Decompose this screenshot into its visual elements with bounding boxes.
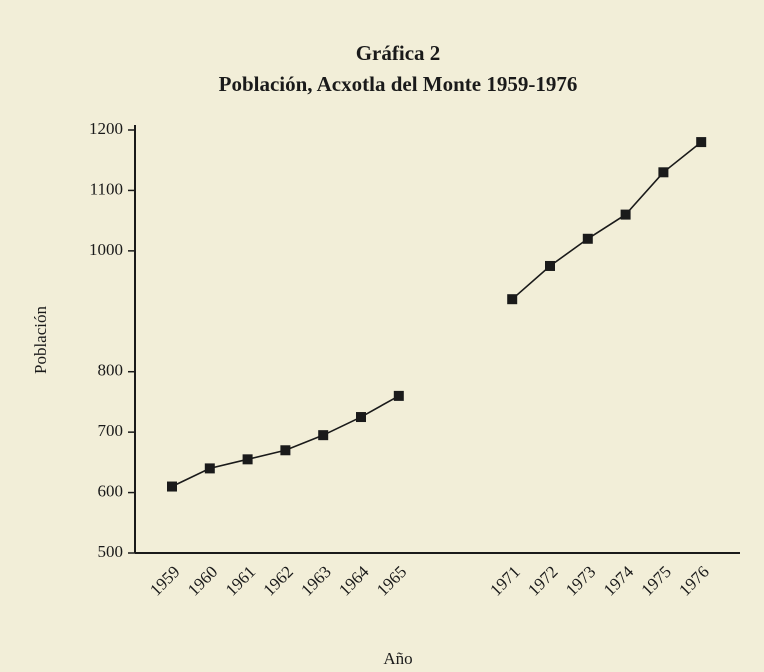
chart-title: Gráfica 2 bbox=[356, 41, 441, 65]
marker bbox=[242, 454, 253, 465]
marker bbox=[393, 390, 404, 401]
y-tick-label: 800 bbox=[98, 361, 124, 380]
y-axis-label: Población bbox=[31, 306, 50, 374]
y-tick-label: 1200 bbox=[89, 119, 123, 138]
x-axis-label: Año bbox=[383, 649, 412, 668]
marker bbox=[507, 294, 518, 305]
line bbox=[511, 141, 702, 300]
marker bbox=[545, 260, 555, 271]
y-tick-label: 1000 bbox=[89, 240, 123, 259]
marker bbox=[696, 137, 707, 148]
marker bbox=[356, 412, 366, 423]
marker bbox=[280, 445, 291, 456]
marker bbox=[658, 167, 669, 178]
y-tick-label: 700 bbox=[98, 421, 124, 440]
marker bbox=[318, 430, 329, 441]
marker bbox=[582, 233, 593, 244]
marker bbox=[620, 209, 631, 220]
y-tick-label: 1100 bbox=[90, 179, 123, 198]
y-tick-label: 600 bbox=[98, 481, 124, 500]
marker bbox=[167, 481, 177, 492]
marker bbox=[204, 463, 215, 474]
y-tick-label: 500 bbox=[98, 542, 124, 561]
chart-subtitle: Población, Acxotla del Monte 1959-1976 bbox=[219, 72, 578, 96]
